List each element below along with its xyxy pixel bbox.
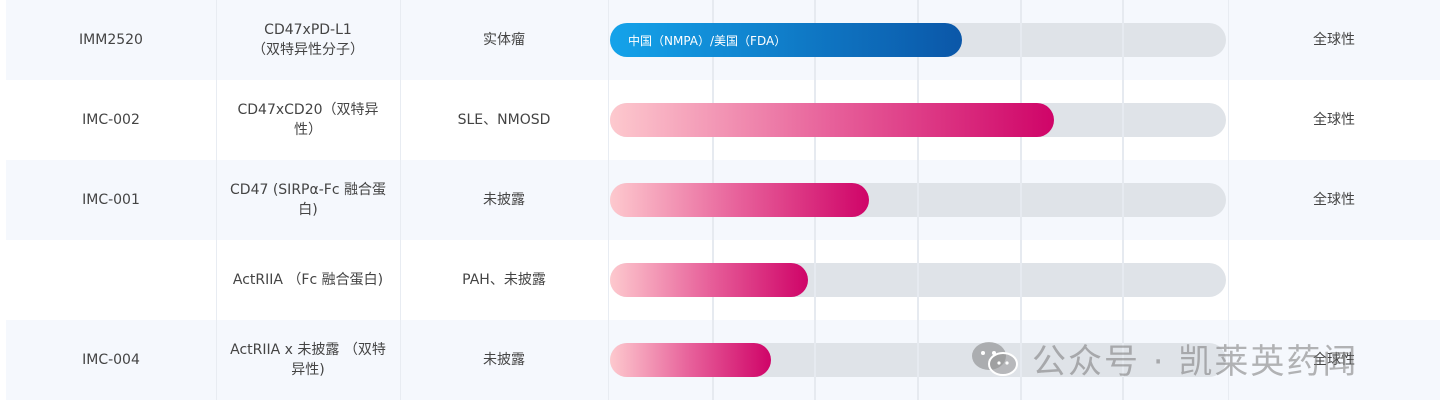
column-divider [1228,240,1229,320]
column-divider [1228,0,1229,80]
column-divider [216,0,217,80]
column-divider [608,320,609,400]
column-divider [608,80,609,160]
rights-cell: 全球性 [1313,192,1355,208]
phase-line [1122,320,1125,400]
progress-bar: 中国（NMPA）/美国（FDA） [610,23,963,57]
rights-cell: 全球性 [1313,112,1355,128]
phase-line [917,320,919,400]
indication-cell: 实体瘤 [483,32,525,48]
rights-cell: 全球性 [1313,32,1355,48]
target-cell: ActRIIA （Fc 融合蛋白) [232,272,384,288]
target-cell: CD47xCD20（双特异性） [237,102,379,138]
progress-bar [610,343,772,377]
target-cell: ActRIIA x 未披露 （双特异性) [230,342,386,378]
watermark: 公众号 · 凯莱英药闻 [970,334,1358,383]
indication-cell: 未披露 [483,192,525,208]
target-cell: CD47xPD-L1 （双特异性分子） [252,22,364,58]
code-cell: IMC-002 [82,112,140,128]
column-divider [608,240,609,320]
table-row: IMM2520 CD47xPD-L1 （双特异性分子） 实体瘤 全球性 中国（NMPA）… [6,0,1440,80]
column-divider [1228,80,1229,160]
column-divider [400,240,401,320]
progress-bar [610,263,809,297]
phase-line [1122,0,1125,80]
target-cell: CD47 (SIRPα-Fc 融合蛋白) [230,182,386,218]
wechat-icon [972,341,1018,376]
phase-line [917,160,919,240]
phase-line [1019,160,1022,240]
column-divider [400,160,401,240]
phase-line [1122,160,1125,240]
table-row: IMC-004 ActRIIA x 未披露 （双特异性) 未披露 全球性 [6,320,1440,400]
phase-line [1122,80,1125,160]
code-cell: IMC-004 [82,352,140,368]
table-row: IMC-001 CD47 (SIRPα-Fc 融合蛋白) 未披露 全球性 [6,160,1440,240]
phase-line [1019,0,1022,80]
rights-cell: 全球性 [1313,272,1355,288]
progress-bar [610,103,1054,137]
column-divider [608,160,609,240]
watermark-text: 公众号 · 凯莱英药闻 [1032,342,1359,382]
column-divider [216,240,217,320]
column-divider [400,0,401,80]
column-divider [1228,160,1229,240]
code-cell: IMC-003 [82,272,140,288]
column-divider [216,160,217,240]
column-divider [216,80,217,160]
phase-line [917,240,919,320]
column-divider [400,80,401,160]
progress-bar [610,183,869,217]
column-divider [608,0,609,80]
phase-line [1122,240,1125,320]
rights-cell: 全球性 [1313,352,1355,368]
column-divider [400,320,401,400]
indication-cell: 未披露 [483,352,525,368]
phase-line [814,320,817,400]
indication-cell: SLE、NMOSD [457,112,551,128]
column-divider [216,320,217,400]
phase-line [1019,320,1022,400]
indication-cell: PAH、未披露 [462,272,546,288]
column-divider [1228,320,1229,400]
phase-line [814,240,817,320]
phase-line [1019,240,1022,320]
code-cell: IMC-001 [82,192,140,208]
table-row: IMC-002 CD47xCD20（双特异性） SLE、NMOSD 全球性 [6,80,1440,160]
table-row: IMC-003 ActRIIA （Fc 融合蛋白) PAH、未披露 全球性 [6,240,1440,320]
code-cell: IMM2520 [79,32,143,48]
